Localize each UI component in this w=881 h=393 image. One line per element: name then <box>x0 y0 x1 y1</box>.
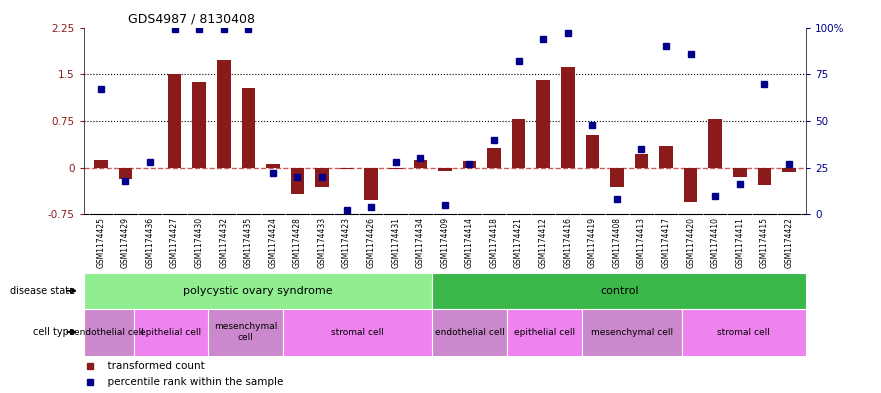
Bar <box>507 309 582 356</box>
Bar <box>433 309 507 356</box>
Bar <box>586 135 599 167</box>
Bar <box>217 61 231 167</box>
Text: mesenchymal
cell: mesenchymal cell <box>214 322 278 342</box>
Text: endothelial cell: endothelial cell <box>74 328 144 336</box>
Text: GSM1174417: GSM1174417 <box>662 217 670 268</box>
Text: GSM1174436: GSM1174436 <box>145 217 154 268</box>
Text: GSM1174414: GSM1174414 <box>465 217 474 268</box>
Text: GSM1174416: GSM1174416 <box>563 217 573 268</box>
Text: GSM1174430: GSM1174430 <box>195 217 204 268</box>
Bar <box>168 74 181 167</box>
Text: GSM1174413: GSM1174413 <box>637 217 646 268</box>
Bar <box>413 160 427 167</box>
Text: GSM1174410: GSM1174410 <box>711 217 720 268</box>
Bar <box>266 164 279 167</box>
Bar <box>340 167 353 169</box>
Bar <box>365 167 378 200</box>
Text: GSM1174421: GSM1174421 <box>515 217 523 268</box>
Text: GSM1174411: GSM1174411 <box>736 217 744 268</box>
Text: GSM1174428: GSM1174428 <box>293 217 302 268</box>
Bar <box>389 167 403 169</box>
Bar <box>708 119 722 167</box>
Text: GSM1174419: GSM1174419 <box>588 217 596 268</box>
Text: GDS4987 / 8130408: GDS4987 / 8130408 <box>128 13 255 26</box>
Text: GSM1174432: GSM1174432 <box>219 217 228 268</box>
Bar <box>512 119 525 167</box>
Bar <box>315 167 329 187</box>
Bar <box>682 309 806 356</box>
Text: control: control <box>600 286 639 296</box>
Text: GSM1174427: GSM1174427 <box>170 217 179 268</box>
Text: GSM1174434: GSM1174434 <box>416 217 425 268</box>
Text: GSM1174435: GSM1174435 <box>244 217 253 268</box>
Text: GSM1174431: GSM1174431 <box>391 217 400 268</box>
Bar <box>684 167 698 202</box>
Text: polycystic ovary syndrome: polycystic ovary syndrome <box>183 286 333 296</box>
Bar <box>433 273 806 309</box>
Text: GSM1174424: GSM1174424 <box>269 217 278 268</box>
Text: disease state: disease state <box>10 286 75 296</box>
Bar <box>283 309 433 356</box>
Text: GSM1174420: GSM1174420 <box>686 217 695 268</box>
Bar <box>84 309 134 356</box>
Text: GSM1174412: GSM1174412 <box>538 217 548 268</box>
Text: epithelial cell: epithelial cell <box>514 328 575 336</box>
Text: stromal cell: stromal cell <box>717 328 770 336</box>
Bar <box>192 82 206 167</box>
Bar <box>782 167 796 173</box>
Bar <box>561 67 574 167</box>
Text: transformed count: transformed count <box>100 362 204 371</box>
Text: stromal cell: stromal cell <box>331 328 384 336</box>
Text: GSM1174433: GSM1174433 <box>317 217 327 268</box>
Bar <box>134 309 208 356</box>
Bar <box>463 161 477 167</box>
Bar <box>487 148 500 167</box>
Bar <box>733 167 746 177</box>
Text: epithelial cell: epithelial cell <box>140 328 202 336</box>
Bar <box>634 154 648 167</box>
Bar <box>537 81 550 167</box>
Text: GSM1174409: GSM1174409 <box>440 217 449 268</box>
Text: mesenchymal cell: mesenchymal cell <box>590 328 673 336</box>
Bar <box>758 167 771 185</box>
Bar <box>611 167 624 187</box>
Text: percentile rank within the sample: percentile rank within the sample <box>100 377 283 387</box>
Bar <box>291 167 304 194</box>
Text: GSM1174418: GSM1174418 <box>490 217 499 268</box>
Text: GSM1174425: GSM1174425 <box>96 217 106 268</box>
Bar <box>241 88 255 167</box>
Bar <box>84 273 433 309</box>
Bar <box>208 309 283 356</box>
Text: GSM1174426: GSM1174426 <box>366 217 375 268</box>
Text: GSM1174408: GSM1174408 <box>612 217 621 268</box>
Text: GSM1174422: GSM1174422 <box>784 217 794 268</box>
Text: cell type: cell type <box>33 327 75 337</box>
Text: GSM1174423: GSM1174423 <box>342 217 352 268</box>
Bar <box>659 146 673 167</box>
Bar <box>94 160 107 167</box>
Bar <box>438 167 452 171</box>
Bar <box>582 309 682 356</box>
Bar <box>119 167 132 179</box>
Text: GSM1174415: GSM1174415 <box>759 217 769 268</box>
Text: endothelial cell: endothelial cell <box>435 328 505 336</box>
Text: GSM1174429: GSM1174429 <box>121 217 130 268</box>
